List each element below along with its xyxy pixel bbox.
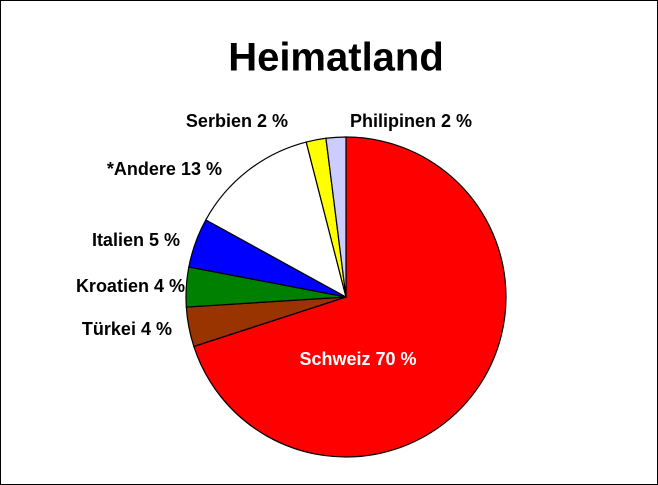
category-label: Italien xyxy=(92,230,144,250)
pie-slice xyxy=(204,141,347,299)
slice-label: Philipinen 2 % xyxy=(350,111,472,131)
category-label: Türkei xyxy=(82,319,136,339)
slice-label: Schweiz 70 % xyxy=(299,349,416,369)
slice-label: Italien 5 % xyxy=(92,230,180,250)
slice-label: Serbien 2 % xyxy=(186,111,288,131)
value-label: 2 % xyxy=(257,111,288,131)
value-label: 2 % xyxy=(441,111,472,131)
category-label: Serbien xyxy=(186,111,252,131)
value-label: 4 % xyxy=(141,319,172,339)
slice-label: *Andere 13 % xyxy=(107,159,222,179)
value-label: 70 % xyxy=(376,349,417,369)
pie-slice xyxy=(193,136,507,458)
category-label: Schweiz xyxy=(299,349,370,369)
value-label: 5 % xyxy=(149,230,180,250)
value-label: 4 % xyxy=(154,276,185,296)
chart-title: Heimatland xyxy=(228,36,444,80)
pie-slice xyxy=(325,136,347,298)
category-label: *Andere xyxy=(107,159,176,179)
slice-label: Türkei 4 % xyxy=(82,319,172,339)
category-label: Kroatien xyxy=(76,276,149,296)
slice-label: Kroatien 4 % xyxy=(76,276,185,296)
category-label: Philipinen xyxy=(350,111,436,131)
value-label: 13 % xyxy=(181,159,222,179)
